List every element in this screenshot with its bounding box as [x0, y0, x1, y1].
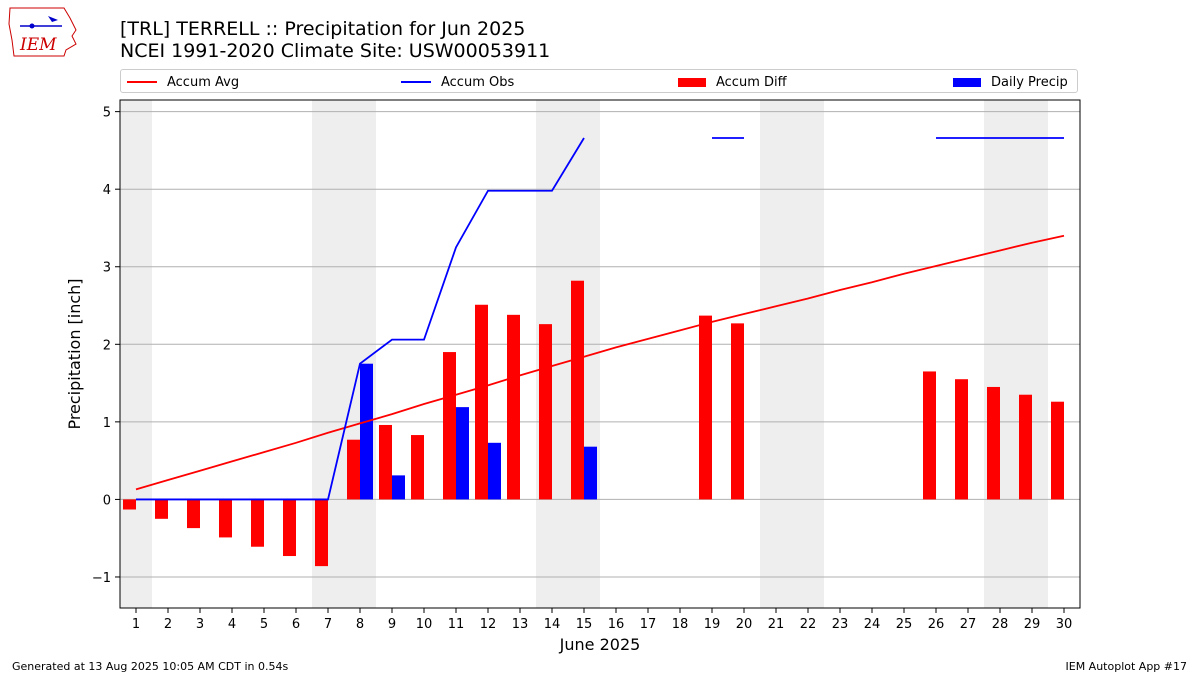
- legend-item-accum-diff: Accum Diff: [678, 70, 787, 94]
- legend-swatch-accum-obs: [401, 81, 431, 83]
- accum-avg-line: [135, 234, 1065, 491]
- x-tick-label: 3: [196, 617, 204, 632]
- x-tick-label: 28: [992, 617, 1009, 632]
- x-tick-label: 17: [640, 617, 657, 632]
- x-tick-label: 16: [608, 617, 625, 632]
- accum-diff-bar: [699, 315, 712, 500]
- y-tick-label: 3: [103, 261, 111, 276]
- daily-precip-bar: [488, 442, 501, 500]
- iem-logo-graphic: IEM: [8, 7, 77, 57]
- chart-title-line1: [TRL] TERRELL :: Precipitation for Jun 2…: [120, 18, 526, 40]
- accum-obs-line: [136, 137, 585, 501]
- x-tick-label: 4: [228, 617, 236, 632]
- x-tick-label: 14: [544, 617, 561, 632]
- x-tick-label: 26: [928, 617, 945, 632]
- daily-precip-bar: [456, 407, 469, 500]
- iem-logo[interactable]: IEM: [6, 4, 82, 60]
- x-tick-label: 5: [260, 617, 268, 632]
- x-tick-label: 22: [800, 617, 817, 632]
- daily-precip-bar: [360, 363, 373, 500]
- x-tick-label: 12: [480, 617, 497, 632]
- chart-legend: Accum Avg Accum Obs Accum Diff Daily Pre…: [120, 69, 1078, 93]
- daily-precip-bar: [392, 475, 405, 500]
- accum-diff-bar: [1051, 401, 1064, 500]
- accum-diff-bar: [571, 280, 584, 500]
- accum-diff-bar: [219, 499, 232, 538]
- accum-diff-bar: [987, 386, 1000, 500]
- accum-diff-bar: [731, 323, 744, 500]
- y-tick-label: 5: [103, 106, 111, 121]
- daily-precip-bar: [584, 446, 597, 500]
- legend-label-accum-diff: Accum Diff: [716, 74, 787, 90]
- weekend-shade: [984, 100, 1048, 608]
- legend-label-accum-obs: Accum Obs: [441, 74, 515, 90]
- y-tick-label: 2: [103, 338, 111, 353]
- legend-label-accum-avg: Accum Avg: [167, 74, 240, 90]
- accum-diff-bar: [443, 352, 456, 500]
- x-tick-label: 11: [448, 617, 465, 632]
- x-tick-label: 19: [704, 617, 721, 632]
- accum-diff-bar: [475, 304, 488, 500]
- wind-vane-icon: [48, 16, 58, 22]
- footer-generated: Generated at 13 Aug 2025 10:05 AM CDT in…: [12, 660, 289, 673]
- y-tick-label: 4: [103, 183, 111, 198]
- accum-diff-bar: [251, 499, 264, 547]
- x-tick-label: 29: [1024, 617, 1041, 632]
- footer-app: IEM Autoplot App #17: [1065, 660, 1188, 673]
- weekend-shade: [120, 100, 152, 608]
- legend-swatch-accum-avg: [127, 81, 157, 83]
- accum-diff-bar: [155, 499, 168, 519]
- accum-diff-bar: [187, 499, 200, 529]
- x-tick-label: 18: [672, 617, 689, 632]
- legend-item-daily-precip: Daily Precip: [953, 70, 1068, 94]
- accum-diff-bar: [411, 435, 424, 500]
- legend-label-daily-precip: Daily Precip: [991, 74, 1068, 90]
- accum-diff-bar: [315, 499, 328, 567]
- legend-swatch-daily-precip: [953, 77, 981, 87]
- legend-item-accum-avg: Accum Avg: [127, 70, 239, 94]
- accum-diff-bar: [923, 371, 936, 500]
- accum-diff-bar: [123, 499, 136, 510]
- chart-title: [TRL] TERRELL :: Precipitation for Jun 2…: [120, 18, 550, 62]
- x-tick-label: 8: [356, 617, 364, 632]
- accum-diff-bar: [955, 379, 968, 500]
- x-tick-label: 1: [132, 617, 140, 632]
- accum-diff-bar: [539, 324, 552, 500]
- y-tick-label: 1: [103, 416, 111, 431]
- logo-text: IEM: [19, 35, 57, 55]
- x-axis-label: June 2025: [559, 635, 641, 654]
- x-tick-label: 6: [292, 617, 300, 632]
- weekend-shade: [760, 100, 824, 608]
- sensor-dot-icon: [29, 23, 35, 29]
- x-tick-label: 15: [576, 617, 593, 632]
- y-axis-label: Precipitation [inch]: [65, 278, 84, 429]
- x-tick-label: 10: [416, 617, 433, 632]
- x-tick-label: 30: [1056, 617, 1073, 632]
- legend-swatch-accum-diff: [678, 77, 706, 87]
- iowa-outline-icon: [8, 7, 77, 57]
- x-tick-label: 21: [768, 617, 785, 632]
- chart-title-line2: NCEI 1991-2020 Climate Site: USW00053911: [120, 40, 551, 62]
- x-tick-label: 9: [388, 617, 396, 632]
- accum-diff-bar: [347, 439, 360, 500]
- plot-frame: [119, 99, 1081, 609]
- x-tick-label: 2: [164, 617, 172, 632]
- accum-diff-bar: [507, 314, 520, 500]
- accum-diff-bar: [1019, 394, 1032, 500]
- x-tick-label: 23: [832, 617, 849, 632]
- x-tick-label: 27: [960, 617, 977, 632]
- x-tick-label: 24: [864, 617, 881, 632]
- x-tick-label: 20: [736, 617, 753, 632]
- legend-item-accum-obs: Accum Obs: [401, 70, 514, 94]
- y-tick-label: −1: [92, 571, 111, 586]
- x-tick-label: 7: [324, 617, 332, 632]
- accum-diff-bar: [379, 424, 392, 500]
- y-tick-label: 0: [103, 493, 111, 508]
- x-tick-label: 25: [896, 617, 913, 632]
- accum-diff-bar: [283, 499, 296, 557]
- x-tick-label: 13: [512, 617, 529, 632]
